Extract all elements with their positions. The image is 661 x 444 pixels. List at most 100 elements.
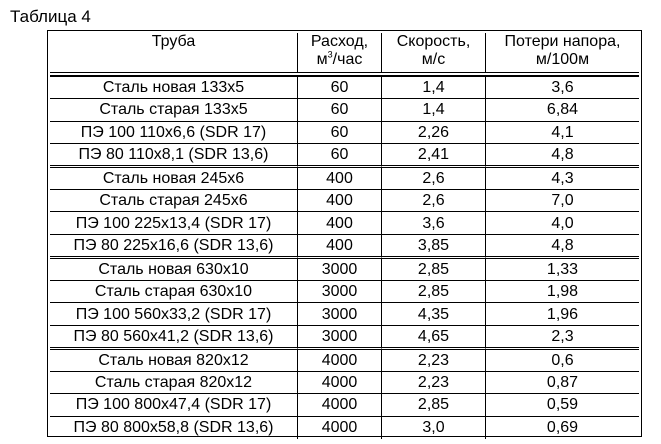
cell-loss: 3,6 bbox=[486, 77, 639, 100]
header-speed-label: Скорость, bbox=[396, 33, 471, 50]
cell-flow: 400 bbox=[298, 190, 382, 213]
cell-flow: 4000 bbox=[298, 394, 382, 417]
table-caption: Таблица 4 bbox=[10, 7, 91, 26]
cell-flow: 400 bbox=[298, 234, 382, 259]
cell-pipe: ПЭ 100 560х33,2 (SDR 17) bbox=[50, 303, 298, 326]
cell-speed: 3,85 bbox=[382, 234, 486, 259]
cell-speed: 2,23 bbox=[382, 371, 486, 395]
cell-loss: 4,8 bbox=[486, 235, 639, 259]
table-row: Сталь старая 820х12 4000 2,23 0,87 bbox=[50, 371, 639, 395]
header-flow-label: Расход, bbox=[310, 33, 369, 50]
cell-pipe: Сталь новая 245х6 bbox=[50, 167, 298, 191]
header-row: Труба Расход, м3/час Скорость, м/с Потер… bbox=[50, 33, 639, 73]
header-separator-cell bbox=[50, 73, 639, 77]
cell-speed: 3,0 bbox=[382, 416, 486, 439]
cell-flow: 400 bbox=[298, 212, 382, 235]
cell-pipe: ПЭ 80 800х58,8 (SDR 13,6) bbox=[50, 416, 298, 439]
cell-flow: 60 bbox=[298, 77, 382, 100]
header-separator bbox=[50, 73, 639, 77]
cell-speed: 2,6 bbox=[382, 167, 486, 191]
cell-flow: 60 bbox=[298, 143, 382, 168]
cell-loss: 0,87 bbox=[486, 372, 639, 395]
header-flow-unit-base: м bbox=[316, 51, 328, 68]
cell-speed: 2,85 bbox=[382, 281, 486, 304]
cell-speed: 4,65 bbox=[382, 325, 486, 350]
cell-flow: 4000 bbox=[298, 349, 382, 372]
header-loss: Потери напора, м/100м bbox=[486, 33, 639, 73]
header-speed: Скорость, м/с bbox=[382, 33, 486, 73]
table-row: ПЭ 100 560х33,2 (SDR 17) 3000 4,35 1,96 bbox=[50, 303, 639, 326]
cell-loss: 4,1 bbox=[486, 122, 639, 144]
cell-pipe: ПЭ 100 225х13,4 (SDR 17) bbox=[50, 212, 298, 235]
table-row: Сталь старая 133х5 60 1,4 6,84 bbox=[50, 99, 639, 122]
cell-loss: 4,3 bbox=[486, 168, 639, 191]
cell-loss: 4,8 bbox=[486, 144, 639, 168]
cell-speed: 4,35 bbox=[382, 303, 486, 326]
cell-pipe: Сталь старая 245х6 bbox=[50, 190, 298, 213]
cell-speed: 2,26 bbox=[382, 121, 486, 144]
table-row: ПЭ 100 800х47,4 (SDR 17) 4000 2,85 0,59 bbox=[50, 394, 639, 417]
header-flow-unit-sup: 3 bbox=[327, 49, 333, 60]
cell-flow: 3000 bbox=[298, 258, 382, 282]
table-body: Сталь новая 133х5 60 1,4 3,6 Сталь старая 13… bbox=[50, 77, 639, 439]
cell-flow: 4000 bbox=[298, 416, 382, 439]
cell-flow: 4000 bbox=[298, 371, 382, 395]
cell-speed: 1,4 bbox=[382, 99, 486, 122]
table-row: Сталь старая 630х10 3000 2,85 1,98 bbox=[50, 281, 639, 304]
header-flow-unit-rest: /час bbox=[332, 51, 363, 68]
cell-pipe: ПЭ 80 225х16,6 (SDR 13,6) bbox=[50, 234, 298, 259]
cell-loss: 0,59 bbox=[486, 394, 639, 417]
cell-loss: 1,98 bbox=[486, 281, 639, 304]
cell-speed: 2,85 bbox=[382, 394, 486, 417]
cell-flow: 60 bbox=[298, 121, 382, 144]
header-flow: Расход, м3/час bbox=[298, 33, 382, 73]
cell-pipe: ПЭ 100 110х6,6 (SDR 17) bbox=[50, 121, 298, 144]
cell-pipe: Сталь старая 820х12 bbox=[50, 371, 298, 395]
cell-loss: 1,33 bbox=[486, 259, 639, 282]
table-row: Сталь старая 245х6 400 2,6 7,0 bbox=[50, 190, 639, 213]
cell-loss: 2,3 bbox=[486, 326, 639, 350]
table-frame bbox=[47, 30, 642, 437]
table-row: Сталь новая 245х6 400 2,6 4,3 bbox=[50, 167, 639, 191]
cell-pipe: Сталь старая 630х10 bbox=[50, 281, 298, 304]
header-pipe: Труба bbox=[50, 33, 298, 73]
header-loss-label: Потери напора, bbox=[504, 33, 621, 50]
cell-speed: 1,4 bbox=[382, 77, 486, 100]
cell-flow: 3000 bbox=[298, 325, 382, 350]
cell-loss: 7,0 bbox=[486, 190, 639, 213]
cell-loss: 4,0 bbox=[486, 212, 639, 235]
table-row: ПЭ 80 800х58,8 (SDR 13,6) 4000 3,0 0,69 bbox=[50, 416, 639, 439]
cell-pipe: Сталь старая 133х5 bbox=[50, 99, 298, 122]
table-header: Труба Расход, м3/час Скорость, м/с Потер… bbox=[50, 33, 639, 77]
cell-speed: 2,41 bbox=[382, 143, 486, 168]
cell-pipe: Сталь новая 820х12 bbox=[50, 349, 298, 372]
cell-speed: 2,85 bbox=[382, 258, 486, 282]
cell-speed: 3,6 bbox=[382, 212, 486, 235]
table-row: Сталь новая 630х10 3000 2,85 1,33 bbox=[50, 258, 639, 282]
cell-pipe: ПЭ 80 560х41,2 (SDR 13,6) bbox=[50, 325, 298, 350]
cell-flow: 60 bbox=[298, 99, 382, 122]
cell-speed: 2,6 bbox=[382, 190, 486, 213]
header-pipe-label: Труба bbox=[151, 33, 196, 50]
table-row: ПЭ 100 225х13,4 (SDR 17) 400 3,6 4,0 bbox=[50, 212, 639, 235]
cell-loss: 0,69 bbox=[546, 419, 579, 437]
header-loss-unit: м/100м bbox=[535, 51, 590, 68]
cell-pipe: ПЭ 100 800х47,4 (SDR 17) bbox=[50, 394, 298, 417]
cell-pipe: Сталь новая 630х10 bbox=[50, 258, 298, 282]
cell-loss: 1,96 bbox=[486, 303, 639, 326]
cell-loss: 0,6 bbox=[486, 350, 639, 372]
cell-flow: 400 bbox=[298, 167, 382, 191]
cell-pipe: Сталь новая 133х5 bbox=[50, 77, 298, 100]
cell-flow: 3000 bbox=[298, 303, 382, 326]
cell-pipe: ПЭ 80 110х8,1 (SDR 13,6) bbox=[50, 143, 298, 168]
pipe-data-table: Труба Расход, м3/час Скорость, м/с Потер… bbox=[50, 33, 639, 439]
cell-speed: 2,23 bbox=[382, 349, 486, 372]
cell-loss: 6,84 bbox=[486, 99, 639, 122]
table-row: ПЭ 80 560х41,2 (SDR 13,6) 3000 4,65 2,3 bbox=[50, 325, 639, 350]
table-row: ПЭ 80 225х16,6 (SDR 13,6) 400 3,85 4,8 bbox=[50, 234, 639, 259]
header-speed-unit: м/с bbox=[421, 51, 446, 68]
table-row: ПЭ 100 110х6,6 (SDR 17) 60 2,26 4,1 bbox=[50, 121, 639, 144]
table-row: Сталь новая 133х5 60 1,4 3,6 bbox=[50, 77, 639, 100]
cell-flow: 3000 bbox=[298, 281, 382, 304]
table-row: ПЭ 80 110х8,1 (SDR 13,6) 60 2,41 4,8 bbox=[50, 143, 639, 168]
